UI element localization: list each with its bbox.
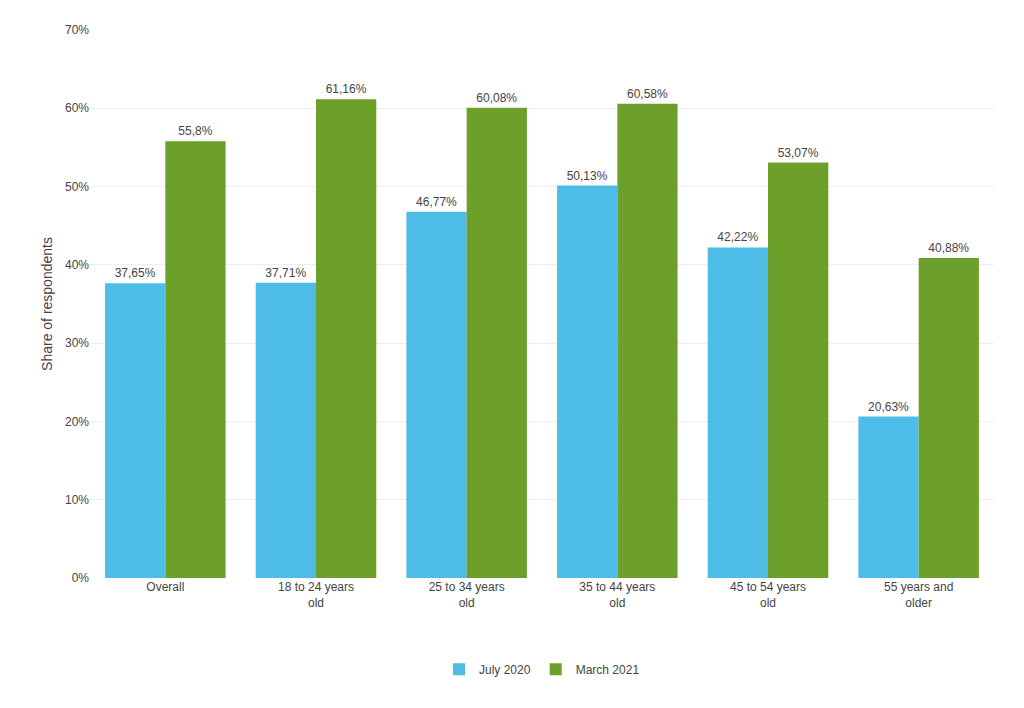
svg-text:18 to 24 yearsold: 18 to 24 yearsold bbox=[278, 580, 354, 610]
svg-text:60,58%: 60,58% bbox=[627, 87, 668, 101]
svg-text:55,8%: 55,8% bbox=[178, 124, 212, 138]
svg-text:40%: 40% bbox=[65, 258, 89, 272]
svg-text:42,22%: 42,22% bbox=[717, 230, 758, 244]
svg-text:50,13%: 50,13% bbox=[567, 169, 608, 183]
svg-text:March 2021: March 2021 bbox=[576, 663, 640, 677]
svg-text:10%: 10% bbox=[65, 493, 89, 507]
svg-text:46,77%: 46,77% bbox=[416, 195, 457, 209]
svg-text:45 to 54 yearsold: 45 to 54 yearsold bbox=[730, 580, 806, 610]
svg-text:Share of respondents: Share of respondents bbox=[39, 237, 55, 371]
svg-text:50%: 50% bbox=[65, 180, 89, 194]
svg-text:35 to 44 yearsold: 35 to 44 yearsold bbox=[579, 580, 655, 610]
svg-text:60,08%: 60,08% bbox=[476, 91, 517, 105]
svg-text:55 years andolder: 55 years andolder bbox=[884, 580, 953, 610]
svg-text:25 to 34 yearsold: 25 to 34 yearsold bbox=[429, 580, 505, 610]
svg-text:37,65%: 37,65% bbox=[115, 266, 156, 280]
svg-text:Overall: Overall bbox=[146, 580, 184, 594]
svg-text:40,88%: 40,88% bbox=[928, 241, 969, 255]
svg-text:20%: 20% bbox=[65, 415, 89, 429]
svg-text:60%: 60% bbox=[65, 101, 89, 115]
svg-text:0%: 0% bbox=[72, 571, 90, 585]
svg-text:70%: 70% bbox=[65, 23, 89, 37]
svg-text:53,07%: 53,07% bbox=[778, 146, 819, 160]
svg-text:37,71%: 37,71% bbox=[265, 266, 306, 280]
svg-text:30%: 30% bbox=[65, 336, 89, 350]
svg-text:20,63%: 20,63% bbox=[868, 400, 909, 414]
svg-text:61,16%: 61,16% bbox=[326, 82, 367, 96]
svg-text:July 2020: July 2020 bbox=[479, 663, 531, 677]
